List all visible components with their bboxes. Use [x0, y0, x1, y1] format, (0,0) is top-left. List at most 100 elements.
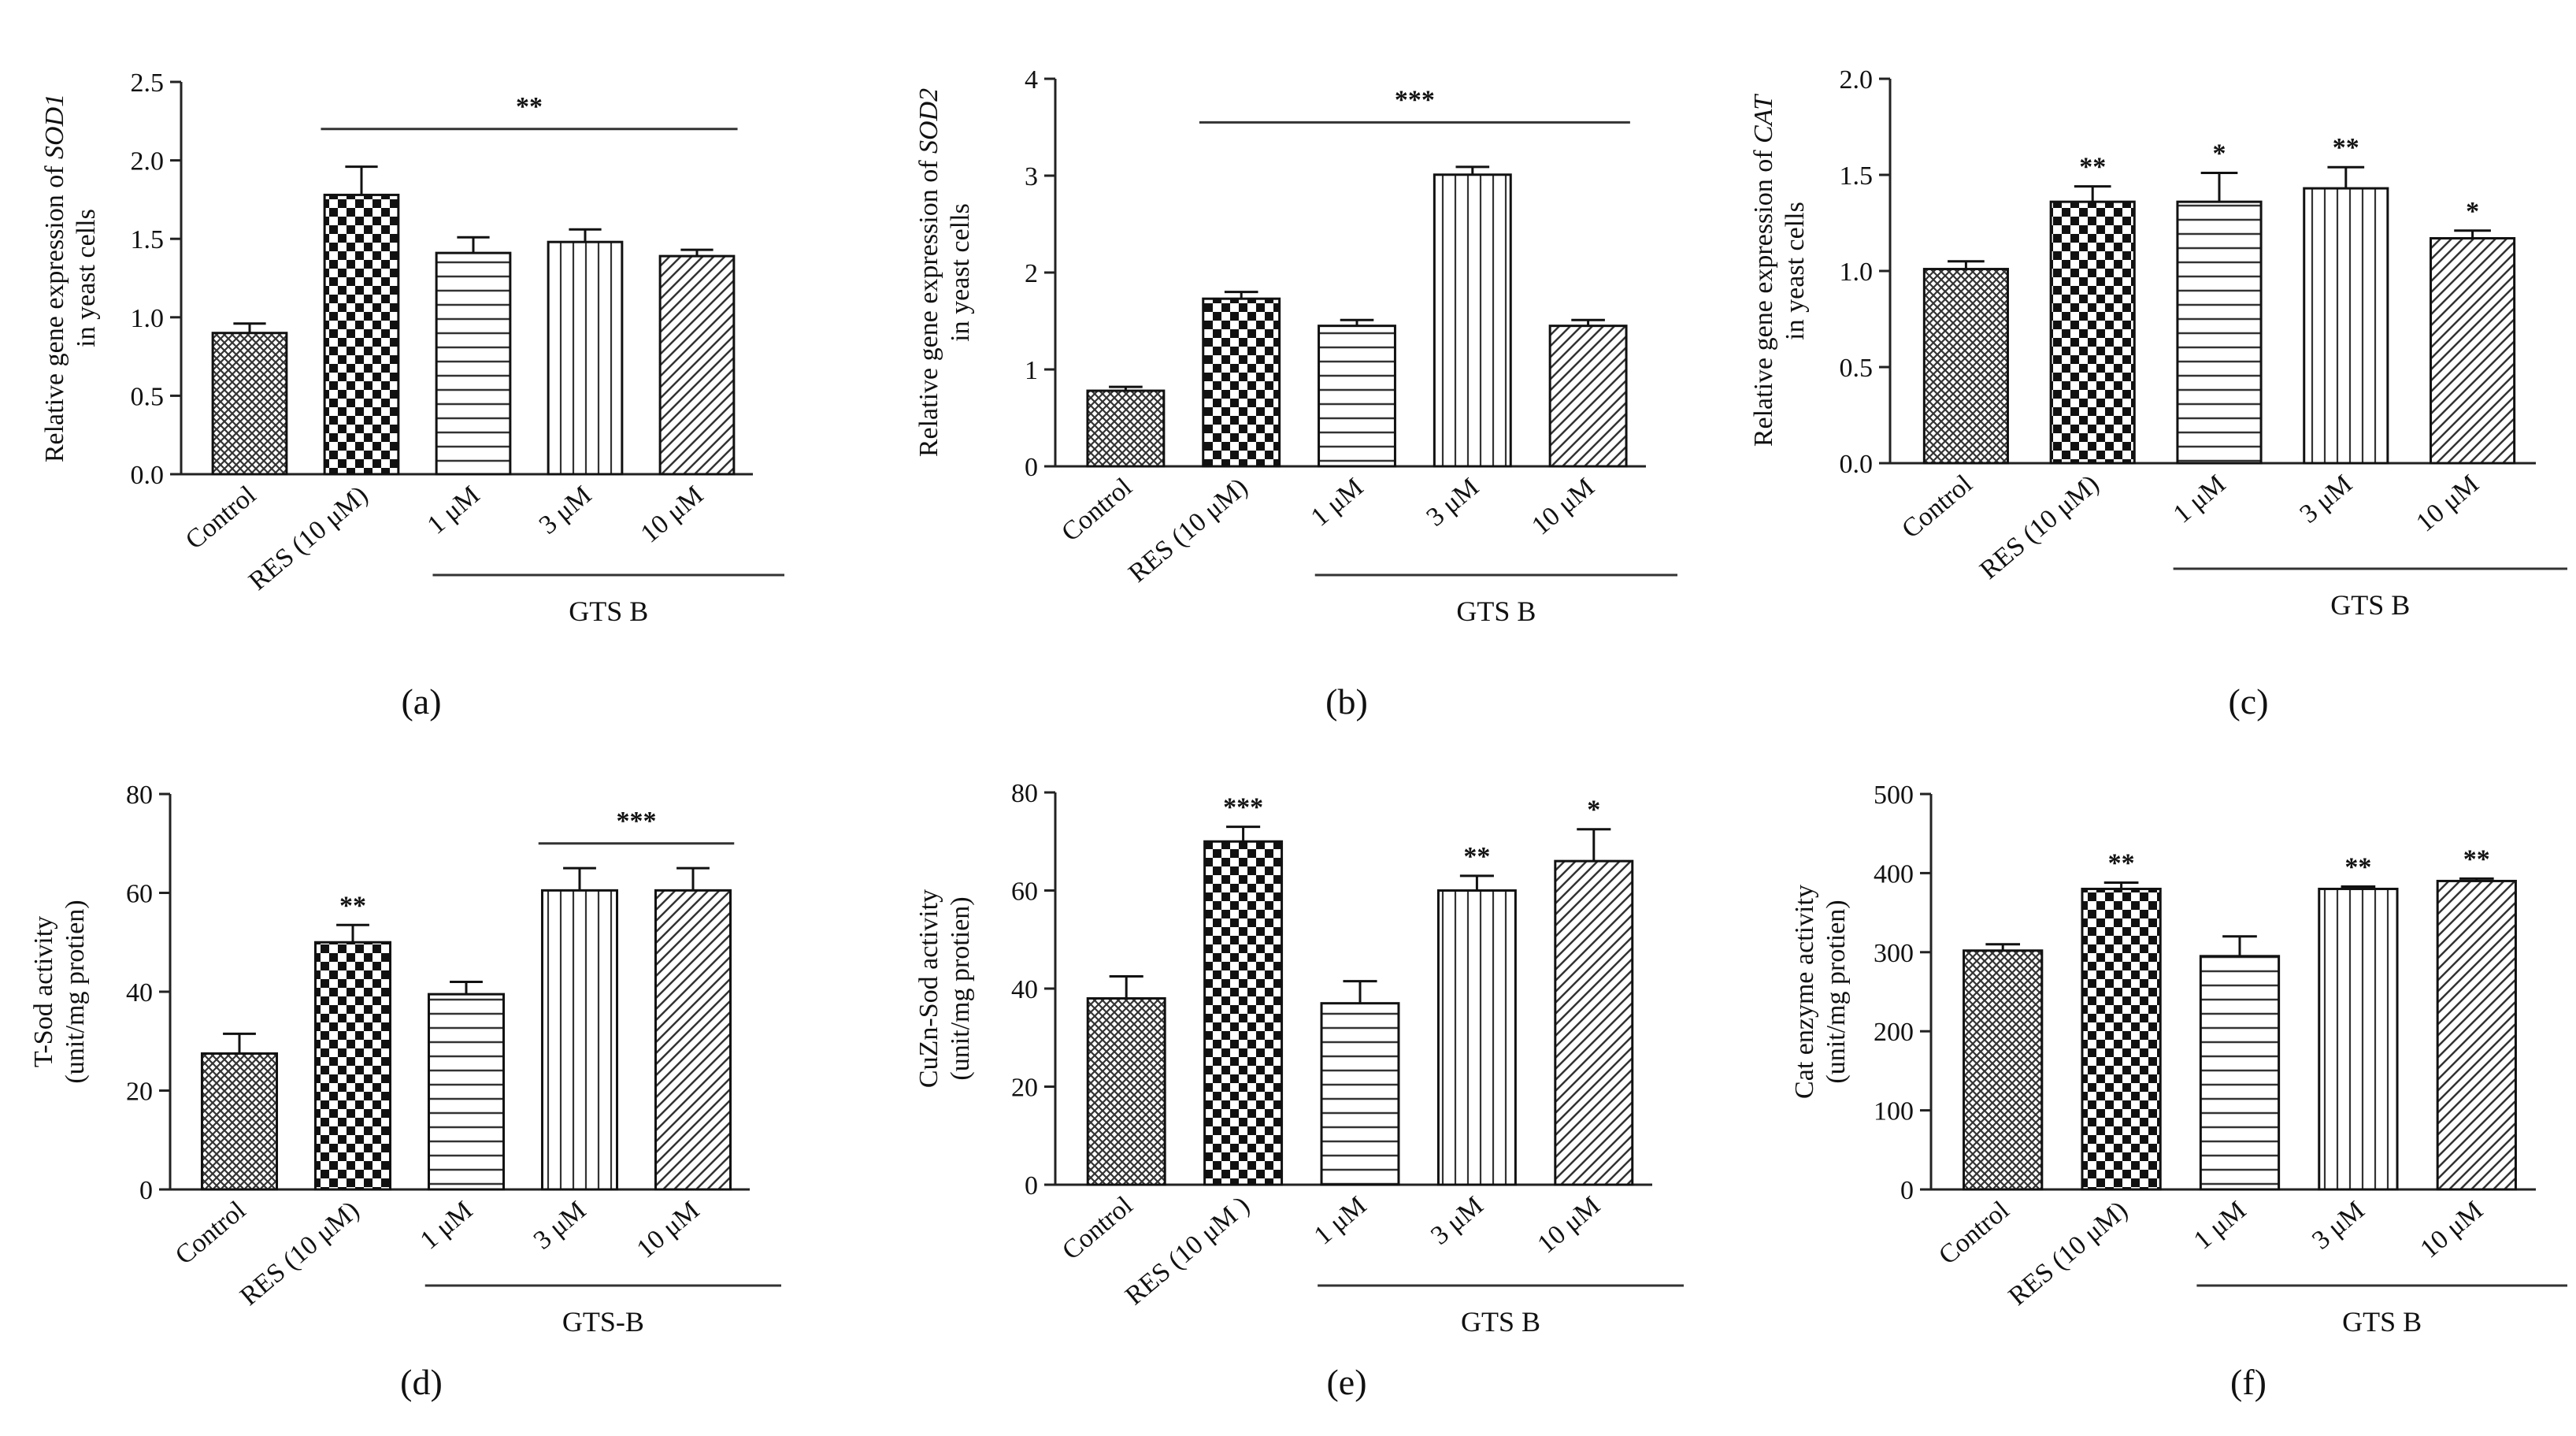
y-tick-label: 2.5: [131, 69, 165, 98]
panel-label: (e): [1326, 1362, 1366, 1402]
x-tick-label: Control: [170, 1196, 251, 1271]
bar-1: [200, 1052, 279, 1191]
significance-marker: **: [1463, 842, 1490, 871]
significance-marker: *: [2466, 197, 2479, 226]
x-tick-label: 10 μM: [1526, 473, 1599, 541]
y-axis-label: (unit/mg protien): [61, 900, 90, 1083]
chart-panel-c: 0.0 0.5 1.0 1.5 2.0 Relative gene expression …: [1749, 65, 2567, 722]
bar-2: [1202, 297, 1281, 468]
bar-3: [1318, 325, 1396, 468]
significance-marker: **: [2344, 852, 2371, 881]
panel-label: (d): [400, 1362, 443, 1402]
chart-panel-e: 0 20 40 60 80 CuZn-Sod activity (unit/mg proti…: [914, 779, 1684, 1402]
y-tick-label: 1.0: [1840, 258, 1874, 287]
group-label: GTS B: [2330, 589, 2410, 621]
x-tick-label: 3 μM: [2294, 469, 2357, 529]
bar-4: [1433, 173, 1512, 468]
y-tick-label: 200: [1874, 1018, 1914, 1047]
panel-label: (b): [1325, 681, 1368, 722]
x-tick-label: RES (10 μM): [1974, 469, 2104, 585]
group-label: GTS B: [1456, 596, 1536, 627]
y-tick-label: 0.5: [1840, 354, 1874, 383]
y-axis-label: (unit/mg protien): [946, 896, 975, 1080]
y-tick-label: 0: [1900, 1176, 1914, 1205]
x-tick-label: 10 μM: [2411, 469, 2484, 538]
y-tick-label: 40: [1011, 975, 1038, 1004]
panel-label: (f): [2230, 1362, 2267, 1402]
x-tick-label: 10 μM: [632, 1196, 705, 1264]
bar-1: [1086, 389, 1166, 468]
bar-5: [658, 254, 736, 476]
y-tick-label: 60: [1011, 878, 1038, 907]
y-axis-label: Relative gene expression of SOD1: [40, 94, 69, 462]
x-tick-label: RES (10 μM ): [1120, 1191, 1255, 1311]
chart-panel-d: 0 20 40 60 80 T-Sod activity (unit/mg protien)…: [29, 781, 781, 1402]
bar-1: [1963, 949, 2044, 1191]
y-tick-label: 0.0: [1840, 450, 1874, 479]
bar-4: [547, 240, 624, 476]
x-tick-label: 3 μM: [1421, 473, 1484, 532]
y-tick-label: 2: [1025, 259, 1038, 288]
significance-marker: **: [2463, 844, 2490, 874]
y-tick-label: 1.0: [131, 304, 165, 333]
significance-marker: **: [2333, 133, 2359, 162]
x-tick-label: RES (10 μM): [235, 1196, 365, 1312]
x-tick-label: 1 μM: [415, 1196, 478, 1256]
bar-2: [2081, 887, 2162, 1191]
bar-4: [1436, 889, 1517, 1186]
panel-label: (c): [2228, 681, 2268, 722]
bar-3: [435, 251, 512, 476]
y-axis-label: in yeast cells: [72, 209, 101, 347]
bar-1: [1922, 268, 2009, 465]
y-tick-label: 1.5: [131, 225, 165, 254]
group-label: GTS B: [1461, 1306, 1540, 1338]
bar-5: [2430, 237, 2516, 465]
y-tick-label: 0: [139, 1176, 153, 1205]
bar-3: [427, 993, 506, 1191]
y-tick-label: 1: [1025, 356, 1038, 385]
panel-label: (a): [401, 681, 441, 722]
y-axis-label: Relative gene expression of SOD2: [914, 88, 943, 457]
x-tick-label: 10 μM: [636, 481, 709, 549]
y-tick-label: 0.0: [131, 461, 165, 490]
y-tick-label: 40: [126, 978, 153, 1007]
x-tick-label: 3 μM: [1425, 1191, 1488, 1251]
significance-marker: **: [339, 891, 366, 920]
y-tick-label: 1.5: [1840, 161, 1874, 191]
x-tick-label: RES (10 μM): [1123, 473, 1253, 588]
bar-3: [1320, 1002, 1400, 1186]
y-tick-label: 20: [1011, 1074, 1038, 1103]
bar-1: [211, 332, 288, 476]
y-axis-label: T-Sod activity: [29, 916, 58, 1067]
y-axis-label: (unit/mg protien): [1822, 900, 1851, 1083]
y-tick-label: 0.5: [131, 382, 165, 411]
x-tick-label: Control: [180, 481, 261, 555]
x-tick-label: RES (10 μM): [2003, 1196, 2133, 1312]
bar-4: [2318, 887, 2399, 1191]
x-tick-label: Control: [1057, 1191, 1138, 1266]
x-tick-label: 1 μM: [422, 481, 485, 540]
y-tick-label: 0: [1025, 453, 1038, 482]
x-tick-label: 1 μM: [2189, 1196, 2252, 1256]
significance-marker: ***: [1395, 85, 1435, 114]
x-tick-label: 10 μM: [2415, 1196, 2488, 1264]
y-axis-label: Cat enzyme activity: [1790, 885, 1819, 1099]
y-tick-label: 300: [1874, 939, 1914, 968]
x-tick-label: RES (10 μM): [243, 481, 373, 596]
y-axis-label: Relative gene expression of CAT: [1749, 94, 1778, 447]
significance-marker: **: [516, 92, 543, 121]
significance-marker: **: [2079, 153, 2106, 182]
x-tick-label: Control: [1056, 473, 1137, 547]
bar-5: [654, 889, 732, 1191]
significance-marker: *: [1587, 796, 1600, 825]
y-tick-label: 20: [126, 1078, 153, 1107]
y-tick-label: 400: [1874, 859, 1914, 889]
y-tick-label: 80: [1011, 779, 1038, 808]
bar-5: [1554, 859, 1634, 1186]
significance-marker: ***: [617, 807, 657, 836]
bar-2: [2049, 200, 2136, 465]
y-tick-label: 100: [1874, 1097, 1914, 1126]
x-tick-label: 1 μM: [2168, 469, 2231, 529]
x-tick-label: 1 μM: [1309, 1191, 1372, 1251]
